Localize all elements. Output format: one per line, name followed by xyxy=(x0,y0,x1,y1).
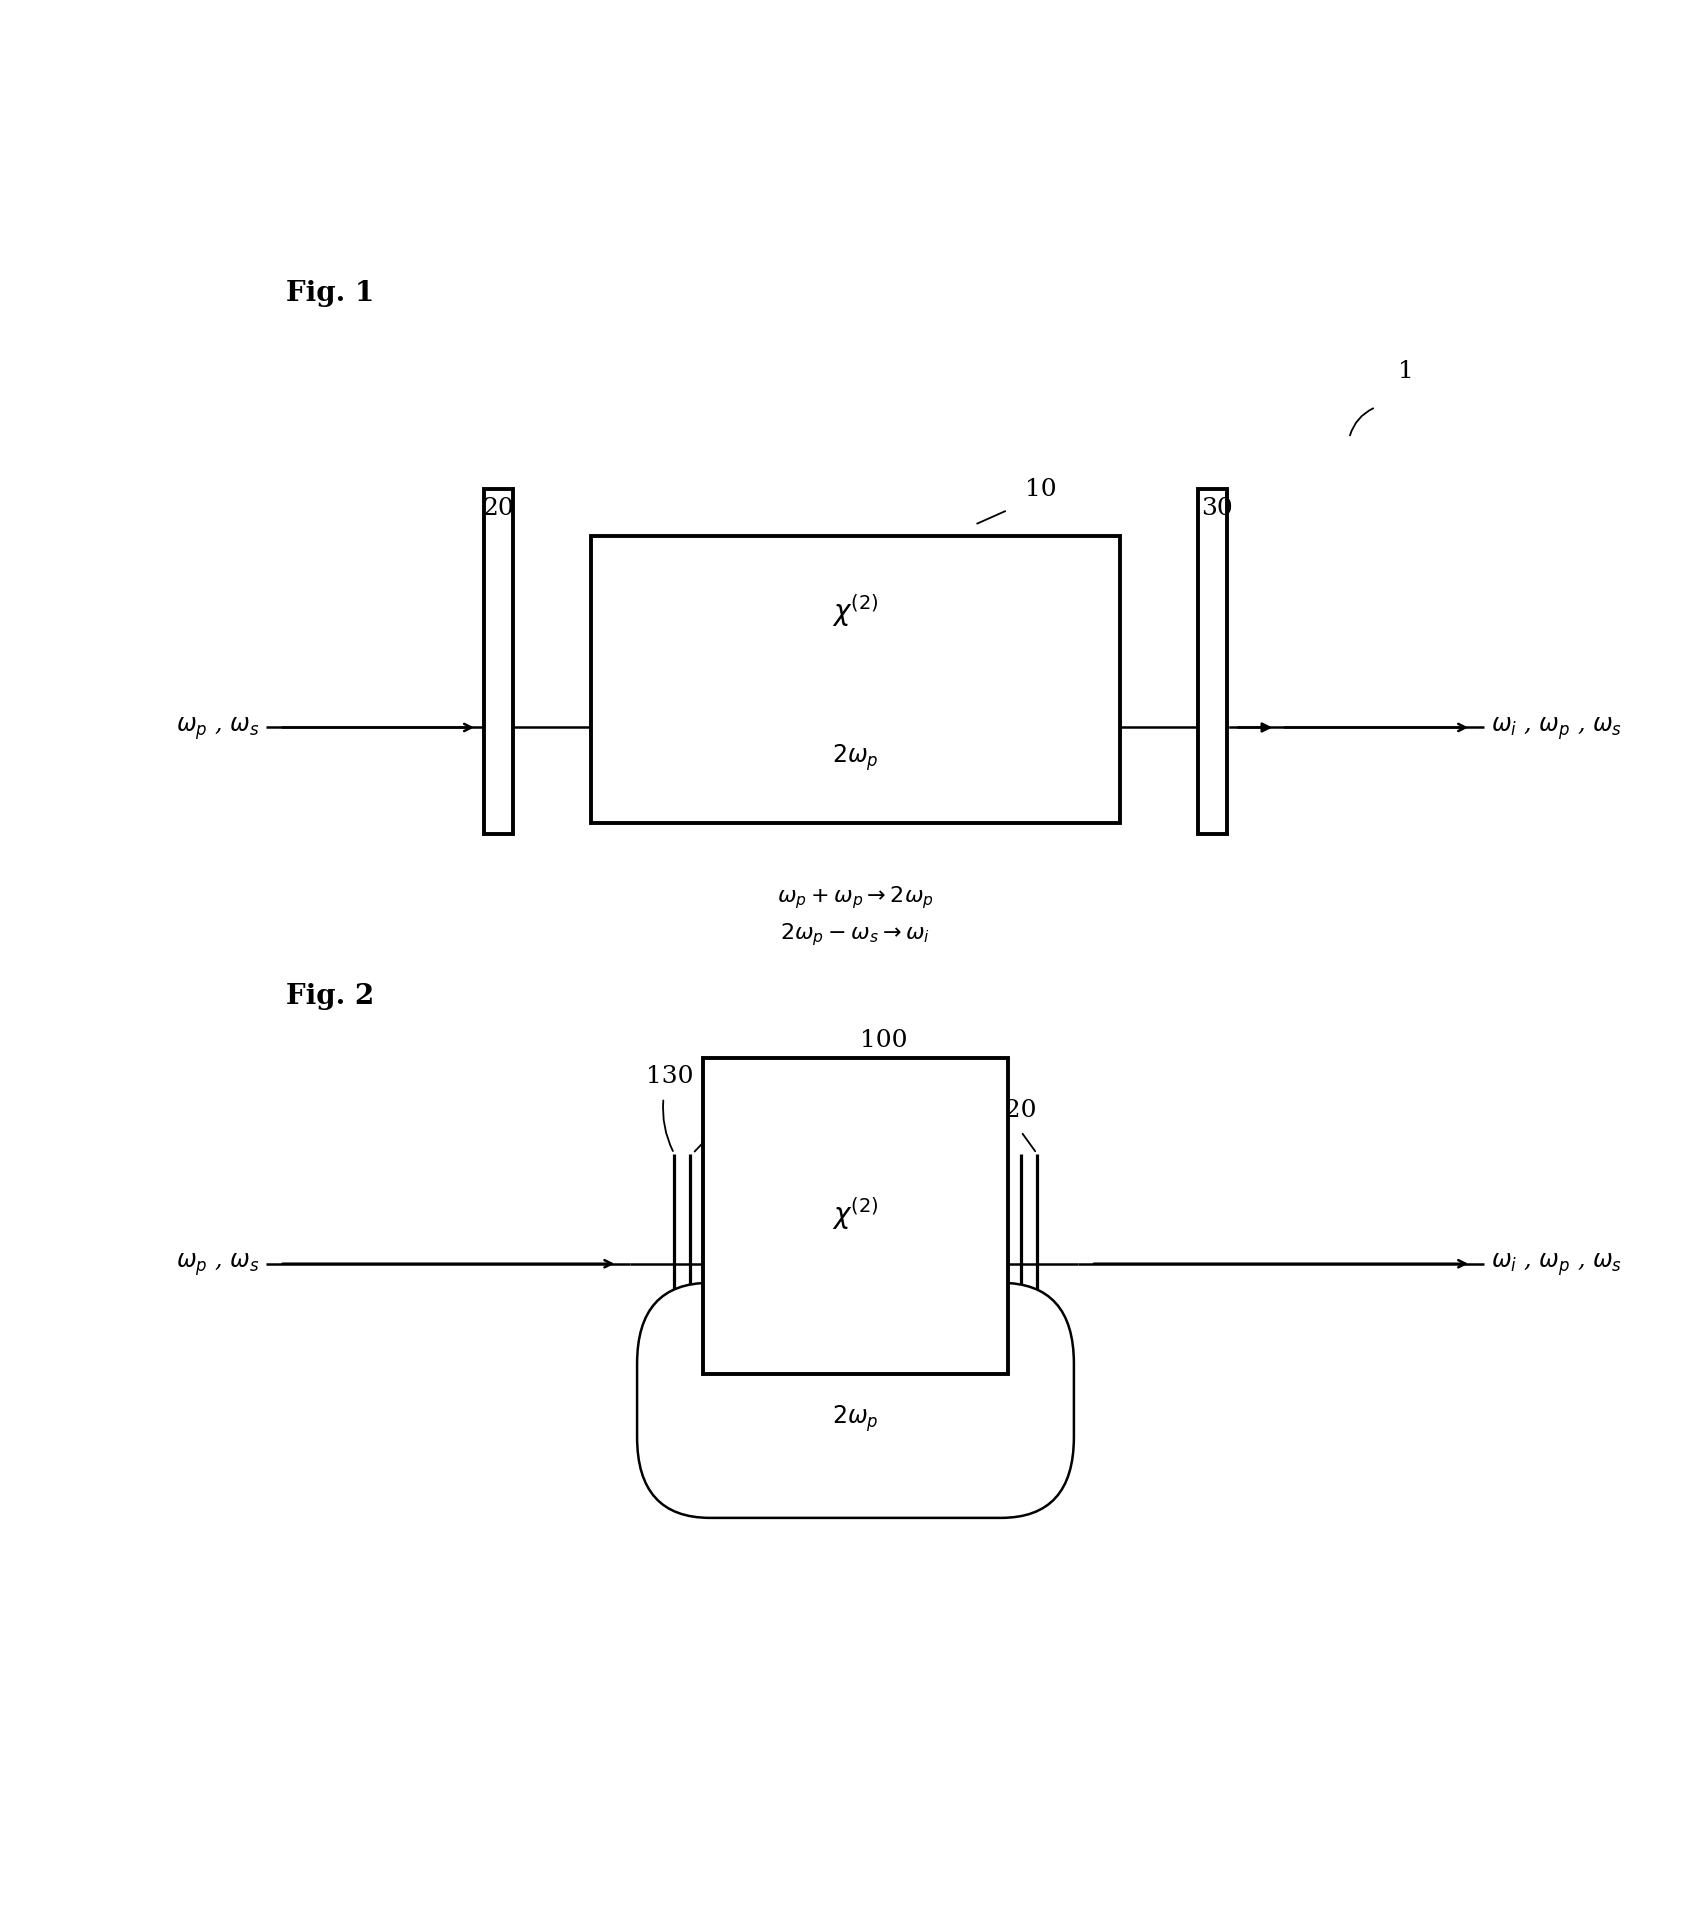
FancyArrowPatch shape xyxy=(662,1100,673,1152)
Bar xyxy=(591,538,1120,824)
Text: 30: 30 xyxy=(1200,496,1232,519)
Text: 20: 20 xyxy=(481,496,514,519)
Text: $\chi^{(2)}$: $\chi^{(2)}$ xyxy=(831,593,879,629)
Text: $\omega_i$ , $\omega_p$ , $\omega_s$: $\omega_i$ , $\omega_p$ , $\omega_s$ xyxy=(1490,1251,1622,1278)
Text: $\omega_p$ , $\omega_s$: $\omega_p$ , $\omega_s$ xyxy=(176,715,259,742)
Text: Fig. 1: Fig. 1 xyxy=(287,280,374,307)
Text: $2\omega_p$: $2\omega_p$ xyxy=(831,1404,877,1434)
FancyBboxPatch shape xyxy=(637,1283,1074,1518)
Text: $2\omega_p-\omega_s \rightarrow \omega_i$: $2\omega_p-\omega_s \rightarrow \omega_i… xyxy=(780,921,930,948)
Text: 110: 110 xyxy=(703,1098,751,1121)
Text: $\omega_p$ , $\omega_s$: $\omega_p$ , $\omega_s$ xyxy=(176,1251,259,1278)
Text: 10: 10 xyxy=(1024,477,1057,500)
Text: $\omega_p+\omega_p \rightarrow 2\omega_p$: $\omega_p+\omega_p \rightarrow 2\omega_p… xyxy=(777,883,934,910)
FancyArrowPatch shape xyxy=(1022,1135,1034,1152)
Text: 130: 130 xyxy=(645,1064,693,1087)
FancyArrowPatch shape xyxy=(976,511,1005,524)
FancyArrowPatch shape xyxy=(1349,410,1372,437)
Bar xyxy=(703,1058,1007,1375)
Text: $\omega_i$ , $\omega_p$ , $\omega_s$: $\omega_i$ , $\omega_p$ , $\omega_s$ xyxy=(1490,715,1622,742)
Bar xyxy=(483,490,512,835)
Text: $2\omega_p$: $2\omega_p$ xyxy=(831,742,877,772)
FancyArrowPatch shape xyxy=(1214,530,1217,553)
FancyBboxPatch shape xyxy=(591,646,1120,809)
Text: $\chi^{(2)}$: $\chi^{(2)}$ xyxy=(831,1194,879,1230)
FancyArrowPatch shape xyxy=(497,530,500,553)
Text: 120: 120 xyxy=(988,1098,1036,1121)
Text: Fig. 2: Fig. 2 xyxy=(287,982,374,1009)
FancyArrowPatch shape xyxy=(695,1135,712,1152)
Text: 1: 1 xyxy=(1398,360,1413,383)
FancyArrowPatch shape xyxy=(835,1066,862,1104)
Bar xyxy=(1198,490,1227,835)
Text: 100: 100 xyxy=(859,1028,906,1051)
